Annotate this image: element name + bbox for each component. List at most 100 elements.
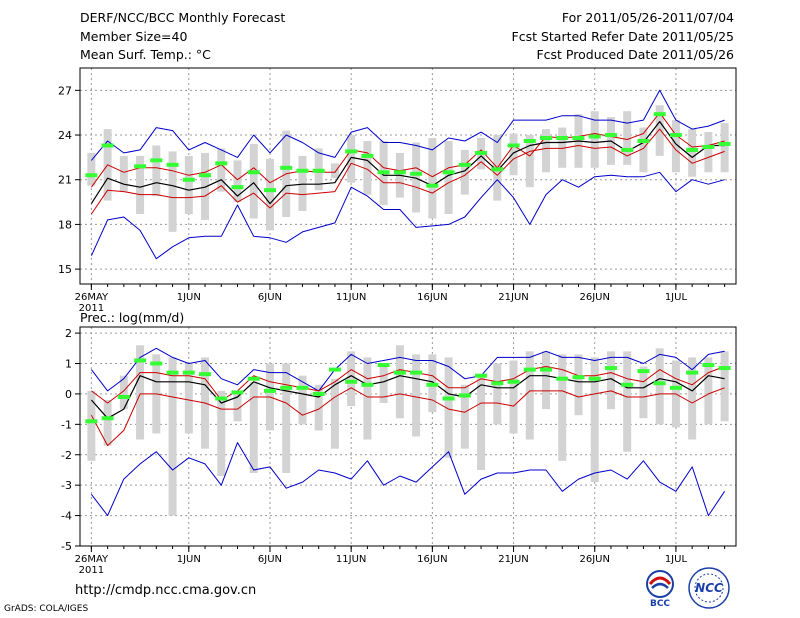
grads-credit: GrADS: COLA/IGES — [4, 604, 89, 614]
y-tick-label: 1 — [65, 358, 72, 371]
ensemble-range-bar — [477, 375, 486, 470]
ensemble-range-bar — [412, 354, 421, 437]
y-tick-label: 21 — [58, 174, 72, 187]
ensemble-range-bar — [574, 354, 583, 416]
min-line — [91, 442, 726, 517]
ensemble-range-bar — [152, 145, 161, 197]
x-tick-label: 21JUN — [498, 554, 528, 565]
ensemble-range-bar — [298, 155, 307, 212]
y-tick-label: -4 — [61, 510, 72, 523]
ensemble-range-bar — [655, 105, 664, 156]
ensemble-range-bar — [509, 360, 518, 434]
ensemble-range-bar — [314, 384, 323, 431]
x-tick-label: 6JUN — [258, 292, 282, 303]
ensemble-range-bar — [217, 390, 226, 477]
ensemble-range-bar — [395, 345, 404, 419]
x-year-label: 2011 — [79, 303, 104, 314]
ensemble-range-bar — [347, 135, 356, 183]
ensemble-range-bar — [525, 135, 534, 188]
website-url: http://cmdp.ncc.cma.gov.cn — [75, 583, 257, 598]
ensemble-range-bar — [184, 363, 193, 434]
ensemble-range-bar — [704, 132, 713, 173]
ensemble-range-bar — [168, 357, 177, 516]
y-tick-label: -2 — [61, 449, 72, 462]
y-tick-label: 2 — [65, 327, 72, 340]
started-refer-date: Fcst Started Refer Date 2011/05/25 — [511, 29, 735, 44]
bcc-logo-text: BCC — [650, 599, 670, 608]
ensemble-range-bar — [233, 390, 242, 422]
chart-title: DERF/NCC/BCC Monthly Forecast — [80, 10, 286, 25]
y-tick-label: -5 — [61, 540, 72, 553]
ensemble-range-bar — [460, 384, 469, 449]
x-tick-label: 11JUN — [336, 292, 366, 303]
ensemble-range-bar — [590, 357, 599, 483]
x-tick-label: 11JUN — [336, 554, 366, 565]
ensemble-range-bar — [412, 142, 421, 213]
plot-frame — [79, 67, 737, 285]
x-tick-label: 21JUN — [498, 292, 528, 303]
min-line — [90, 171, 725, 260]
ensemble-range-bar — [460, 149, 469, 195]
mean-line — [90, 375, 725, 419]
ensemble-range-bar — [704, 357, 713, 425]
x-tick-label: 1JUN — [177, 292, 201, 303]
y-tick-label: 15 — [58, 263, 72, 276]
ensemble-range-bar — [509, 133, 518, 176]
x-tick-label: 1JUL — [665, 292, 688, 303]
ensemble-range-bar — [428, 138, 437, 219]
max-line — [91, 89, 725, 161]
ensemble-range-bar — [136, 155, 145, 214]
x-tick-label: 1JUN — [177, 554, 201, 565]
ensemble-range-bar — [542, 351, 551, 410]
y-tick-label: 27 — [58, 84, 72, 97]
mean-line — [90, 120, 725, 205]
y-tick-label: -3 — [61, 479, 72, 492]
ensemble-range-bar — [639, 127, 648, 173]
ensemble-range-bar — [688, 129, 697, 177]
lower-line — [90, 128, 725, 215]
precip-variable-label: Prec.: log(mm/d) — [80, 310, 185, 325]
upper-line — [91, 366, 725, 404]
ensemble-range-bar — [444, 357, 453, 458]
ensemble-range-bar — [493, 363, 502, 425]
ensemble-range-bar — [87, 390, 96, 461]
ensemble-range-bar — [119, 375, 128, 410]
y-tick-label: 18 — [58, 218, 72, 231]
ncc-logo: NCC — [688, 567, 730, 609]
ensemble-range-bar — [233, 160, 242, 203]
ensemble-range-bar — [119, 155, 128, 192]
ensemble-range-bar — [249, 381, 258, 473]
member-size-label: Member Size=40 — [80, 29, 188, 44]
ensemble-range-bar — [525, 351, 534, 440]
ensemble-range-bar — [330, 163, 339, 179]
y-tick-label: 24 — [58, 129, 72, 142]
variable-label: Mean Surf. Temp.: °C — [80, 47, 211, 62]
bcc-logo: BCC — [646, 570, 674, 608]
ensemble-range-bar — [330, 378, 339, 449]
ensemble-range-bar — [671, 120, 680, 173]
plot-frame — [79, 326, 737, 547]
ensemble-range-bar — [87, 152, 96, 186]
upper-line — [90, 112, 725, 188]
ensemble-range-bar — [379, 363, 388, 404]
x-tick-label: 1JUL — [665, 554, 688, 565]
ensemble-range-bar — [347, 351, 356, 407]
y-tick-label: 0 — [65, 388, 72, 401]
x-tick-label: 26MAY — [75, 554, 109, 565]
ensemble-range-bar — [590, 111, 599, 168]
x-tick-label: 16JUN — [417, 292, 447, 303]
ensemble-range-bar — [201, 152, 210, 220]
produced-date: Fcst Produced Date 2011/05/26 — [536, 47, 734, 62]
ensemble-range-bar — [136, 345, 145, 440]
ensemble-range-bar — [542, 129, 551, 173]
ensemble-range-bar — [558, 127, 567, 168]
ensemble-range-bar — [655, 348, 664, 425]
x-tick-label: 26JUN — [579, 554, 609, 565]
ensemble-range-bar — [249, 143, 258, 219]
ensemble-range-bar — [184, 155, 193, 214]
ensemble-range-bar — [623, 111, 632, 165]
ensemble-range-bar — [688, 357, 697, 440]
ensemble-range-bar — [720, 123, 729, 173]
